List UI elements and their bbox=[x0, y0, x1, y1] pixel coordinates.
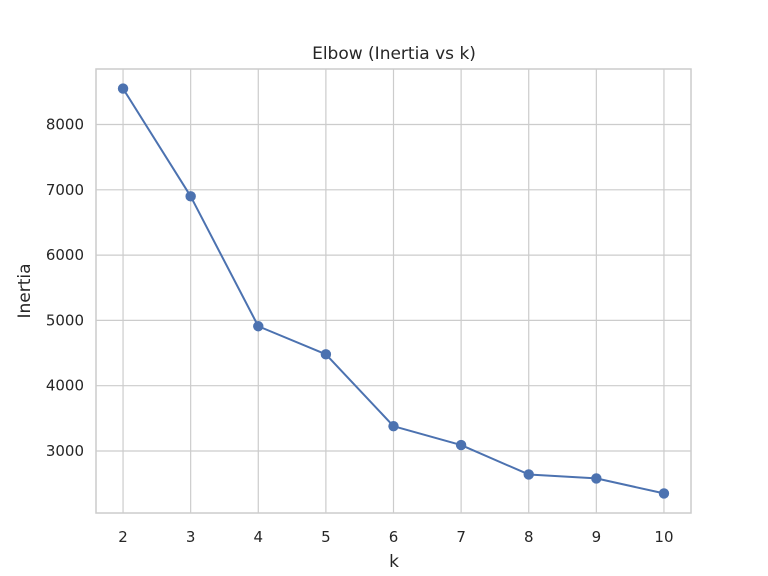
x-tick-label: 6 bbox=[389, 528, 399, 546]
data-point bbox=[523, 469, 534, 480]
data-point bbox=[455, 439, 467, 451]
x-tick-label: 8 bbox=[524, 528, 534, 546]
y-tick-label: 4000 bbox=[46, 377, 84, 395]
x-tick-label: 9 bbox=[592, 528, 602, 546]
y-tick-label: 5000 bbox=[46, 311, 84, 329]
data-point bbox=[591, 473, 602, 484]
x-tick-labels: 2 3 4 5 6 7 8 9 10 bbox=[118, 528, 673, 546]
series-points bbox=[117, 83, 670, 499]
x-tick-label: 4 bbox=[253, 528, 263, 546]
x-tick-label: 2 bbox=[118, 528, 128, 546]
y-tick-label: 3000 bbox=[46, 442, 84, 460]
y-axis-label: Inertia bbox=[15, 263, 35, 318]
data-point bbox=[388, 420, 399, 432]
x-tick-label: 5 bbox=[321, 528, 331, 546]
data-point bbox=[253, 321, 264, 332]
data-point bbox=[185, 191, 196, 202]
x-axis-label: k bbox=[389, 552, 399, 572]
grid bbox=[96, 69, 691, 513]
data-point bbox=[117, 83, 129, 94]
data-point bbox=[658, 488, 670, 499]
x-tick-label: 3 bbox=[186, 528, 196, 546]
y-tick-label: 6000 bbox=[46, 246, 84, 264]
y-tick-label: 8000 bbox=[46, 116, 84, 134]
y-tick-label: 7000 bbox=[46, 181, 84, 199]
plot-frame bbox=[95, 68, 692, 514]
x-tick-label: 7 bbox=[456, 528, 466, 546]
y-tick-labels: 3000 4000 5000 6000 7000 8000 bbox=[46, 116, 84, 460]
x-tick-label: 10 bbox=[654, 528, 673, 546]
data-point bbox=[320, 349, 332, 360]
chart-title: Elbow (Inertia vs k) bbox=[312, 44, 476, 64]
